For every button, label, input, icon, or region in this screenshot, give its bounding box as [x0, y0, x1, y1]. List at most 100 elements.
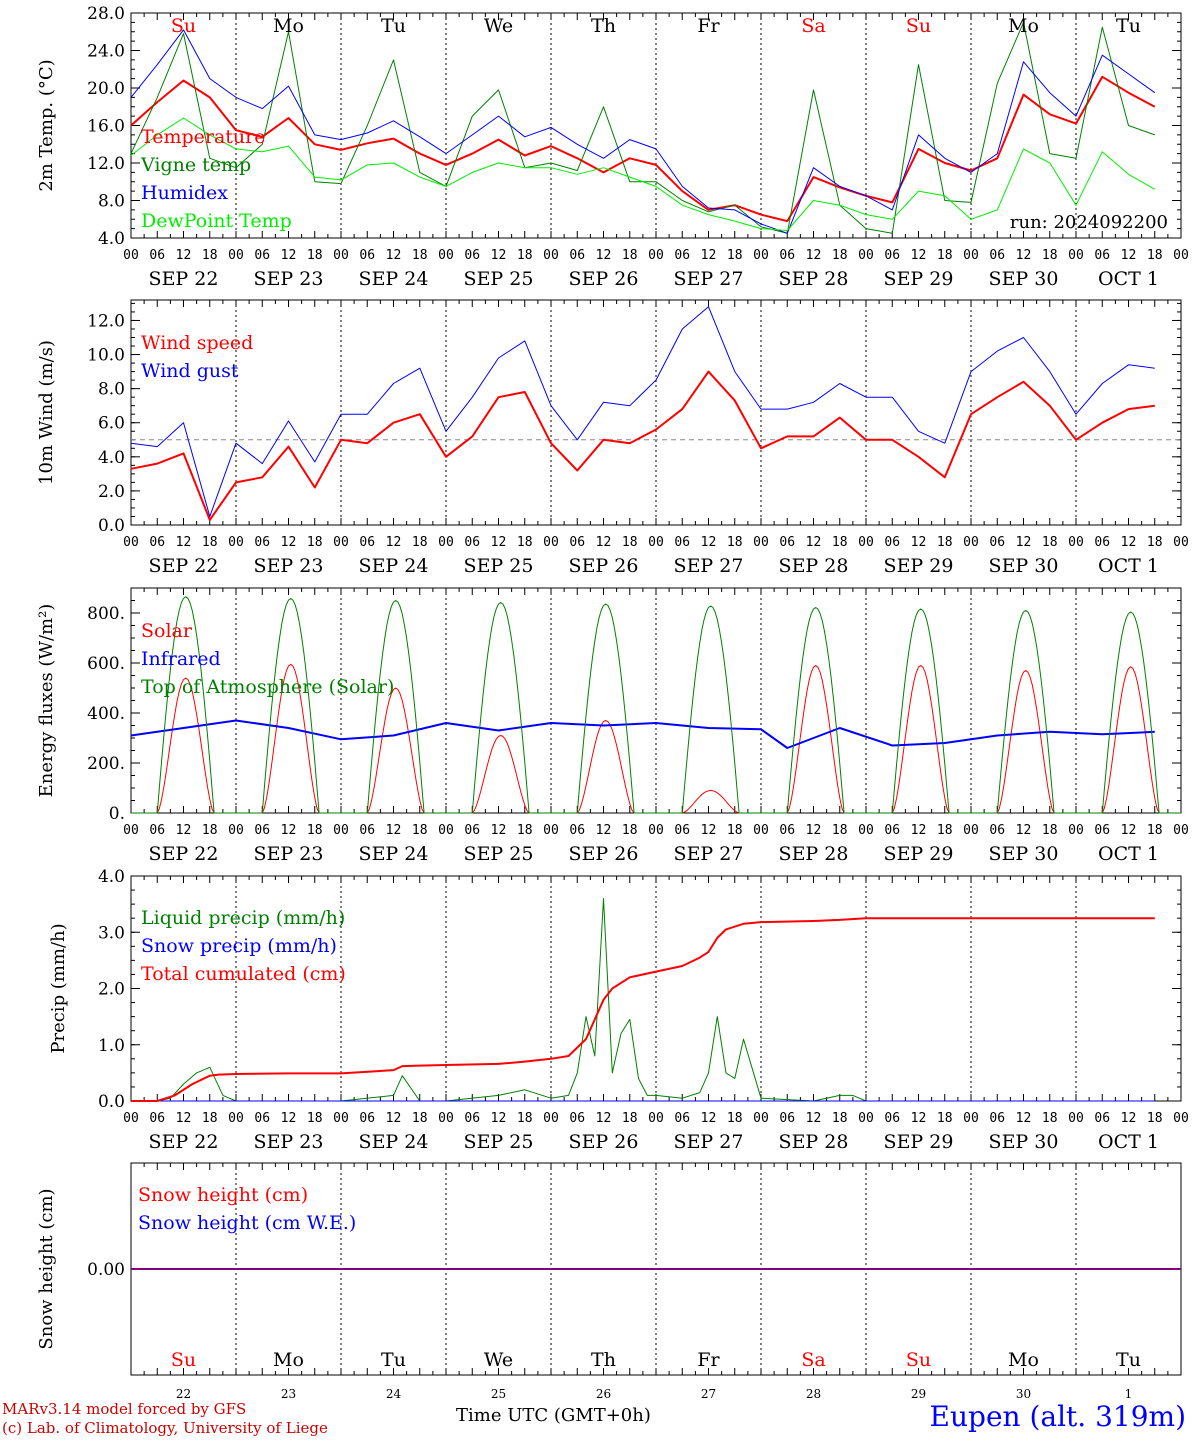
x-date-label: SEP 22 [149, 555, 219, 577]
x-hour-label: 00 [1068, 248, 1084, 263]
x-hour-label: 00 [1173, 535, 1189, 550]
x-hour-label: 18 [622, 1111, 638, 1126]
legend-entry: Infrared [141, 648, 221, 670]
x-hour-label: 18 [412, 535, 428, 550]
day-number-label: 23 [281, 1387, 296, 1401]
x-hour-label: 00 [543, 248, 559, 263]
x-hour-label: 06 [1094, 535, 1110, 550]
day-abbr-label: Tu [1116, 15, 1141, 37]
x-date-label: SEP 30 [989, 268, 1059, 290]
y-axis-label: Snow height (cm) [36, 1188, 57, 1349]
x-hour-label: 18 [517, 535, 533, 550]
y-tick-label: 12.0 [87, 311, 125, 331]
day-abbr-label: Mo [273, 15, 304, 37]
x-date-label: SEP 30 [989, 843, 1059, 865]
x-hour-label: 00 [228, 248, 244, 263]
day-abbr-label: Th [591, 1349, 616, 1371]
y-tick-label: 8.0 [98, 192, 125, 212]
location-title: Eupen (alt. 319m) [929, 1400, 1186, 1433]
day-number-label: 26 [596, 1387, 611, 1401]
run-annotation: run: 2024092200 [1010, 212, 1168, 233]
x-hour-label: 12 [806, 823, 822, 838]
x-date-label: SEP 25 [464, 555, 534, 577]
day-abbr-label: Su [906, 15, 931, 37]
day-number-label: 28 [806, 1387, 821, 1401]
x-hour-label: 00 [333, 823, 349, 838]
panel-2: 0.0 2.0 4.0 6.0 8.0 10.0 12.0 10m Wind (m/s) Win… [36, 299, 1189, 577]
x-hour-label: 18 [622, 535, 638, 550]
y-tick-label: 2.0 [98, 980, 125, 1000]
x-hour-label: 00 [228, 1111, 244, 1126]
panel-4: 0.0 1.0 2.0 3.0 4.0 Precip (mm/h) Liquid preci… [48, 867, 1189, 1153]
y-tick-label: 8.0 [98, 380, 125, 400]
x-hour-label: 18 [1147, 1111, 1163, 1126]
x-hour-label: 00 [438, 248, 454, 263]
x-date-label: SEP 24 [359, 1131, 429, 1153]
x-hour-label: 00 [753, 823, 769, 838]
x-hour-label: 18 [727, 248, 743, 263]
x-date-label: SEP 24 [359, 555, 429, 577]
x-hour-label: 06 [674, 248, 690, 263]
x-hour-label: 12 [911, 1111, 927, 1126]
day-number-label: 22 [176, 1387, 191, 1401]
series-line-temperature [130, 75, 1156, 223]
x-hour-label: 18 [202, 823, 218, 838]
x-date-label: SEP 29 [884, 1131, 954, 1153]
x-hour-label: 00 [858, 823, 874, 838]
x-hour-label: 18 [1147, 535, 1163, 550]
x-hour-label: 00 [753, 1111, 769, 1126]
y-tick-label: 4.0 [98, 448, 125, 468]
x-hour-label: 12 [911, 535, 927, 550]
x-hour-label: 18 [1042, 823, 1058, 838]
x-date-label: SEP 25 [464, 843, 534, 865]
legend-entry: Snow height (cm) [138, 1184, 308, 1206]
x-hour-label: 18 [517, 1111, 533, 1126]
x-hour-label: 18 [307, 248, 323, 263]
y-tick-label: 1.0 [98, 1036, 125, 1056]
x-hour-label: 18 [832, 823, 848, 838]
x-hour-label: 06 [254, 1111, 270, 1126]
series-line-total-cumulated-cm- [131, 917, 1155, 1102]
x-hour-label: 06 [464, 535, 480, 550]
day-abbr-label: Sa [801, 1349, 825, 1371]
y-tick-label: 0.00 [87, 1260, 125, 1280]
x-hour-label: 12 [491, 535, 507, 550]
y-axis-label: 2m Temp. (°C) [36, 59, 57, 191]
series-line-dewpoint-temp [130, 117, 1156, 231]
x-hour-label: 00 [333, 248, 349, 263]
x-date-label: SEP 27 [674, 268, 744, 290]
x-hour-label: 06 [359, 535, 375, 550]
x-hour-label: 18 [622, 248, 638, 263]
x-hour-label: 06 [989, 535, 1005, 550]
x-hour-label: 12 [806, 535, 822, 550]
x-hour-label: 12 [701, 823, 717, 838]
x-hour-label: 12 [806, 248, 822, 263]
x-hour-label: 00 [1173, 1111, 1189, 1126]
day-abbr-label: Th [591, 15, 616, 37]
x-hour-label: 18 [727, 535, 743, 550]
y-tick-label: 800. [87, 604, 125, 624]
x-date-label: SEP 26 [569, 1131, 639, 1153]
x-date-label: SEP 26 [569, 268, 639, 290]
day-number-label: 27 [701, 1387, 716, 1401]
series-line-infrared [130, 719, 1155, 749]
x-hour-label: 12 [176, 248, 192, 263]
series-line-liquid-precip-mm-h- [131, 898, 1155, 1102]
x-hour-label: 12 [701, 535, 717, 550]
x-hour-label: 06 [779, 1111, 795, 1126]
legend-entry: Snow precip (mm/h) [141, 935, 337, 957]
x-hour-label: 06 [989, 1111, 1005, 1126]
x-hour-label: 06 [989, 823, 1005, 838]
x-hour-label: 06 [1094, 823, 1110, 838]
x-hour-label: 12 [386, 1111, 402, 1126]
x-hour-label: 00 [123, 535, 139, 550]
y-tick-label: 3.0 [98, 923, 125, 943]
day-abbr-label: Mo [1008, 15, 1039, 37]
x-hour-label: 00 [963, 535, 979, 550]
x-date-label: SEP 26 [569, 843, 639, 865]
x-hour-label: 06 [779, 823, 795, 838]
y-tick-label: 400. [87, 704, 125, 724]
y-tick-label: 0.0 [98, 1092, 125, 1112]
y-tick-label: 12.0 [87, 154, 125, 174]
x-hour-label: 06 [149, 1111, 165, 1126]
